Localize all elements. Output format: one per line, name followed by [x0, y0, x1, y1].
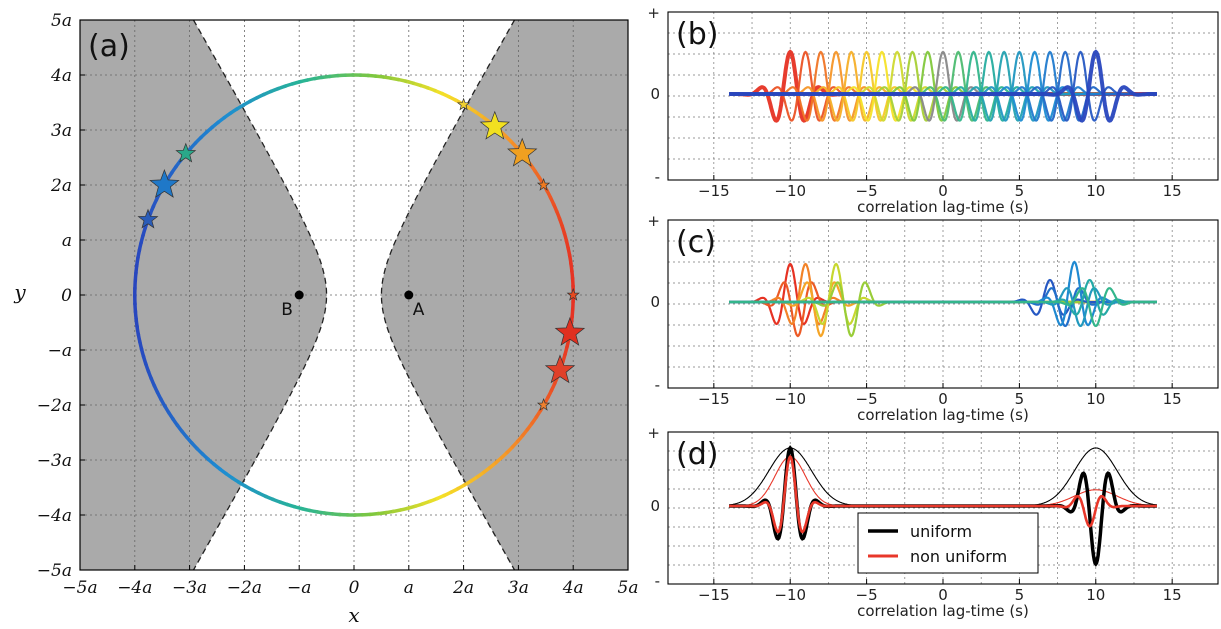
- panel-label-c: (c): [676, 225, 716, 260]
- x-tick-label: 15: [1163, 390, 1182, 408]
- y-tick-label: −3a: [37, 451, 72, 471]
- receiver-b: [294, 290, 304, 300]
- trace-lag: [729, 49, 1157, 123]
- y-tick-label: -: [655, 572, 660, 590]
- x-tick-label: 10: [1086, 390, 1105, 408]
- x-tick-label: −10: [774, 182, 806, 200]
- y-axis-label: y: [13, 280, 26, 304]
- x-tick-label: −3a: [172, 578, 207, 598]
- y-tick-label: −2a: [37, 396, 72, 416]
- x-tick-label: −5: [856, 182, 878, 200]
- panel-label-d: (d): [676, 437, 718, 472]
- x-axis-label: x: [348, 603, 359, 627]
- x-tick-label: 5: [1015, 586, 1025, 604]
- shaded-regions: [80, 20, 628, 570]
- y-tick-label: 0: [61, 286, 72, 306]
- panel-c: −15 −10 −5 0 5 10 15 correlation lag-time (s) +0…: [647, 212, 1219, 424]
- source-star: [149, 169, 180, 198]
- legend-box: [857, 512, 1039, 574]
- panel-d: −15 −10 −5 0 5 10 15 correlation lag-time (s) +0…: [647, 424, 1219, 620]
- y-tick-label: a: [62, 231, 72, 251]
- x-axis-label: correlation lag-time (s): [857, 198, 1029, 216]
- receiver-label-a: A: [413, 300, 425, 320]
- y-tick-label: 0: [650, 85, 660, 103]
- x-tick-label: 5: [1015, 390, 1025, 408]
- trace-lag: [729, 287, 1157, 328]
- source-star: [566, 288, 580, 301]
- trace-non-uniform: [729, 454, 1157, 534]
- y-tick-label: 2a: [50, 176, 72, 196]
- legend-label-non-uniform: non uniform: [910, 547, 1007, 566]
- y-tick-label: +: [647, 4, 660, 22]
- y-tick-label: -: [655, 376, 660, 394]
- x-tick-label: 0: [938, 390, 948, 408]
- legend-label-uniform: uniform: [910, 522, 972, 541]
- y-tick-label: −5a: [37, 561, 72, 581]
- y-tick-label: 4a: [50, 66, 72, 86]
- x-axis-label: correlation lag-time (s): [857, 602, 1029, 620]
- panel-b: −15 −10 −5 0 5 10 15 correlation lag-time (s) +0…: [647, 4, 1219, 216]
- source-star: [507, 137, 538, 167]
- x-tick-label: −4a: [117, 578, 152, 598]
- x-tick-label: 15: [1163, 182, 1182, 200]
- x-tick-label: 10: [1086, 182, 1105, 200]
- boundary-left: [192, 20, 328, 570]
- x-tick-label: −10: [774, 586, 806, 604]
- panel-label-a: (a): [88, 29, 130, 64]
- x-tick-label: −10: [774, 390, 806, 408]
- y-tick-label: −a: [48, 341, 72, 361]
- source-star: [536, 178, 551, 191]
- y-tick-label: 5a: [51, 11, 72, 31]
- x-tick-label: −a: [287, 578, 311, 598]
- y-tick-label: 3a: [51, 121, 72, 141]
- x-tick-label: 0: [938, 586, 948, 604]
- panel-a: A B −5a −4a −3a −2a −a 0 a 2a 3a 4a 5a 5a 4a 3a 2a a 0 −a −2…: [13, 11, 638, 627]
- y-tick-label: 0: [650, 293, 660, 311]
- source-star: [536, 398, 551, 411]
- x-tick-label: 15: [1163, 586, 1182, 604]
- source-star: [479, 110, 511, 140]
- x-tick-label: −5a: [62, 578, 97, 598]
- shaded-region-right: [381, 20, 628, 570]
- y-tick-label: +: [647, 424, 660, 442]
- source-star: [554, 316, 586, 346]
- x-tick-label: −15: [698, 586, 730, 604]
- x-tick-label: 5a: [618, 578, 639, 598]
- source-star: [544, 354, 576, 384]
- y-tick-label: 0: [650, 497, 660, 515]
- y-tick-label: −4a: [37, 506, 72, 526]
- x-tick-label: a: [404, 578, 414, 598]
- x-tick-label: 3a: [508, 578, 529, 598]
- x-tick-label: −5: [856, 586, 878, 604]
- x-tick-label: −15: [698, 182, 730, 200]
- source-star: [456, 97, 471, 111]
- x-tick-label: −15: [698, 390, 730, 408]
- source-star: [137, 208, 159, 229]
- x-tick-label: −2a: [227, 578, 262, 598]
- x-tick-label: 4a: [562, 578, 584, 598]
- x-axis-label: correlation lag-time (s): [857, 406, 1029, 424]
- x-tick-label: 2a: [452, 578, 474, 598]
- shaded-region-left: [80, 20, 327, 570]
- panel-label-b: (b): [676, 17, 718, 52]
- receiver-label-b: B: [281, 300, 293, 320]
- boundaries: [192, 20, 516, 570]
- y-tick-label: +: [647, 212, 660, 230]
- receiver-a: [404, 290, 414, 300]
- source-star: [175, 142, 197, 163]
- y-tick-label: -: [655, 168, 660, 186]
- x-tick-label: 5: [1015, 182, 1025, 200]
- x-tick-label: 10: [1086, 586, 1105, 604]
- x-tick-label: 0: [938, 182, 948, 200]
- x-tick-label: −5: [856, 390, 878, 408]
- boundary-right: [380, 20, 516, 570]
- x-tick-label: 0: [349, 578, 360, 598]
